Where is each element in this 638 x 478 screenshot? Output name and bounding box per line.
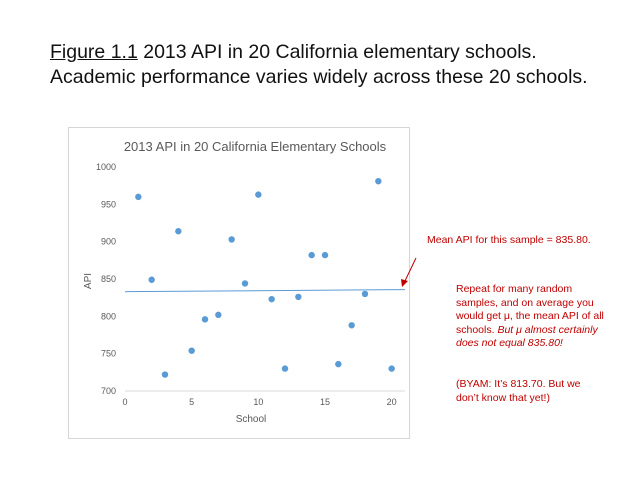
data-point	[228, 236, 235, 243]
data-point	[255, 191, 262, 198]
data-point	[201, 316, 209, 323]
y-tick-label: 950	[101, 199, 116, 209]
x-tick-label: 5	[189, 397, 194, 407]
figure-label: Figure 1.1	[50, 41, 138, 63]
data-point	[135, 193, 142, 201]
chart-container: 2013 API in 20 California Elementary Sch…	[68, 127, 410, 439]
repeat-annotation: Repeat for many random samples, and on a…	[456, 283, 606, 351]
data-point	[215, 311, 222, 319]
x-tick-label: 10	[253, 397, 263, 407]
y-tick-label: 800	[101, 311, 116, 321]
repeat-text: Repeat for many random samples, and on a…	[456, 283, 604, 336]
data-point	[161, 371, 169, 378]
data-point	[268, 295, 275, 303]
chart-title: 2013 API in 20 California Elementary Sch…	[124, 139, 387, 154]
y-tick-label: 700	[101, 386, 116, 396]
data-point	[175, 228, 182, 235]
repeat-italic-text: But μ almost certainly does not equal 83…	[456, 323, 598, 350]
x-axis-label: School	[236, 414, 267, 425]
byam-annotation: (BYAM: It’s 813.70. But we don’t know th…	[456, 378, 581, 404]
caption-title: 2013 API in 20 California elementary sch…	[137, 41, 537, 63]
x-tick-label: 15	[320, 397, 330, 407]
data-point	[148, 276, 155, 283]
y-tick-label: 750	[101, 349, 116, 359]
x-tick-label: 0	[122, 397, 127, 407]
figure-caption: Figure 1.1 2013 API in 20 California ele…	[50, 40, 620, 90]
data-point	[335, 360, 342, 368]
mean-annotation: Mean API for this sample = 835.80.	[427, 234, 591, 246]
mean-annotation-arrow	[403, 257, 417, 284]
data-point	[321, 251, 329, 259]
y-tick-label: 900	[101, 237, 116, 247]
y-tick-label: 1000	[96, 162, 116, 172]
data-point	[241, 280, 249, 287]
y-axis-label: API	[83, 273, 94, 289]
caption-line-2: Academic performance varies widely acros…	[50, 66, 588, 88]
caption-line-1: Figure 1.1 2013 API in 20 California ele…	[50, 40, 620, 65]
data-point	[348, 322, 355, 329]
data-point	[308, 251, 315, 259]
arrow-head	[401, 279, 408, 287]
data-point	[188, 347, 195, 354]
data-point	[281, 365, 289, 372]
mean-line	[124, 289, 406, 293]
scatter-chart: 2013 API in 20 California Elementary Sch…	[83, 139, 406, 425]
data-point	[361, 290, 369, 298]
data-point	[388, 365, 395, 372]
y-tick-label: 850	[101, 274, 116, 284]
data-point	[295, 293, 302, 301]
data-point	[375, 177, 382, 185]
x-tick-label: 20	[387, 397, 397, 407]
